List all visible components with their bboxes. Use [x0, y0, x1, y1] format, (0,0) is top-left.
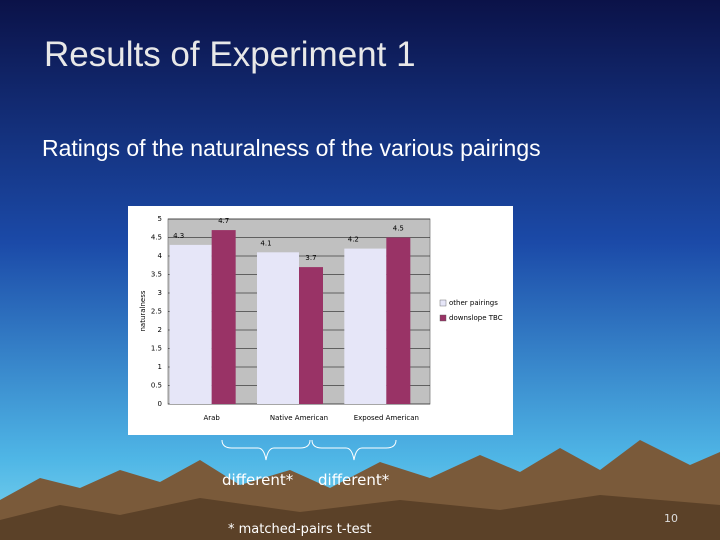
legend-label: downslope TBC [449, 314, 503, 322]
bar [386, 237, 411, 404]
y-tick-label: 3 [158, 289, 162, 297]
data-label: 4.5 [393, 225, 404, 233]
y-tick-label: 2.5 [151, 308, 162, 316]
bar [257, 252, 299, 404]
chart: 0 0.5 1 1.5 2 2.5 3 3.5 4 4.5 5 Arab 4.3 4.7 Native Am… [151, 215, 503, 422]
y-tick-label: 2 [158, 326, 162, 334]
mountains-front [0, 495, 720, 540]
y-tick-label: 0 [158, 400, 162, 408]
y-tick-label: 3.5 [151, 271, 162, 279]
bar [344, 248, 387, 404]
data-label: 4.1 [260, 239, 271, 247]
slide-title: Results of Experiment 1 [44, 35, 416, 74]
data-label: 4.7 [218, 217, 229, 225]
annotation: different* [318, 471, 390, 489]
footnote: * matched-pairs t-test [228, 522, 372, 537]
y-tick-label: 5 [158, 215, 162, 223]
y-tick-label: 0.5 [151, 382, 162, 390]
y-tick-label: 1 [158, 363, 162, 371]
legend-swatch [439, 299, 447, 307]
legend-swatch [439, 314, 447, 322]
brace [221, 439, 311, 461]
data-label: 3.7 [305, 254, 316, 262]
bar [211, 230, 236, 404]
brace [311, 439, 397, 461]
y-axis-title: naturalness [139, 290, 147, 331]
bar [169, 244, 212, 404]
x-tick-label: Arab [203, 414, 220, 422]
legend-label: other pairings [449, 299, 498, 307]
x-tick-label: Exposed American [354, 414, 419, 422]
y-tick-label: 4.5 [151, 234, 162, 242]
page-number: 10 [664, 512, 678, 525]
x-tick-label: Native American [270, 414, 328, 422]
data-label: 4.3 [173, 232, 184, 240]
annotation: different* [222, 471, 294, 489]
y-tick-label: 4 [158, 252, 163, 260]
bar [299, 267, 323, 404]
y-tick-label: 1.5 [151, 345, 162, 353]
slide-subtitle: Ratings of the naturalness of the variou… [42, 135, 541, 161]
data-label: 4.2 [348, 236, 359, 244]
